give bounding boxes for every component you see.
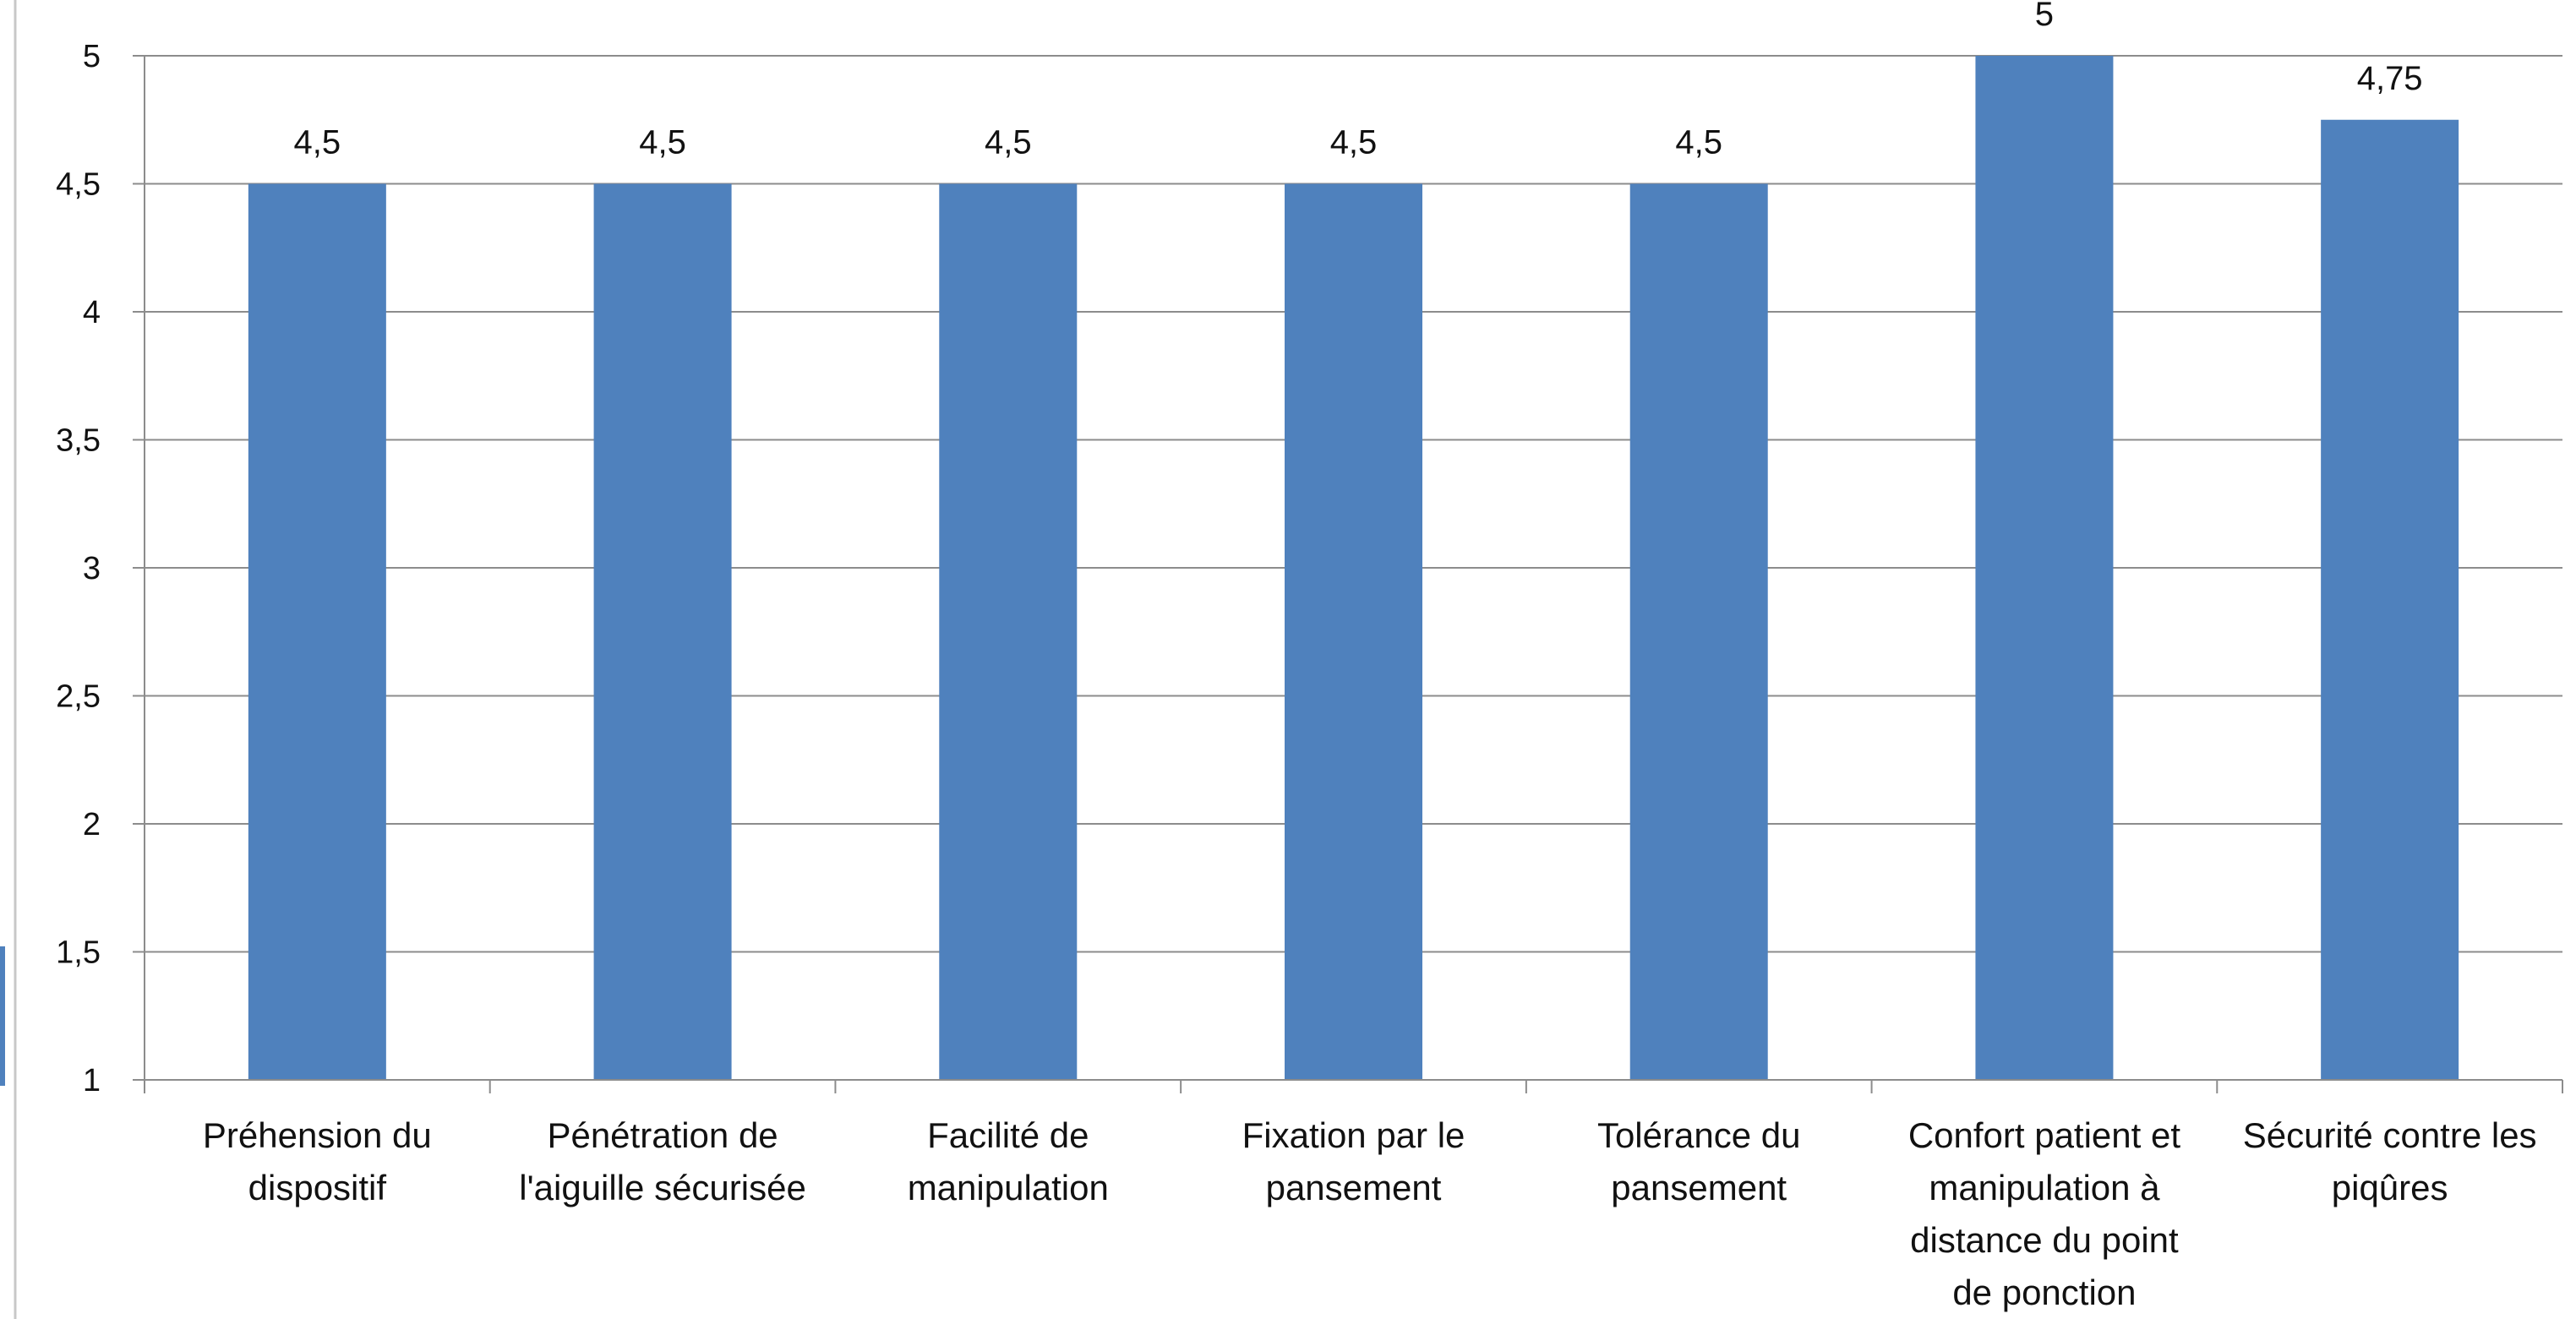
data-labels: 4,5 4,5 4,5 4,5 4,5 5 4,75: [294, 0, 2423, 161]
category-label-line: dispositif: [248, 1168, 387, 1207]
bar: [939, 183, 1078, 1080]
bar: [1629, 183, 1768, 1080]
y-tick-label: 4,5: [56, 167, 101, 203]
data-label: 4,5: [1675, 124, 1722, 161]
bar: [1285, 183, 1422, 1080]
axes: [133, 55, 2563, 1093]
category-label-line: Sécurité contre les: [2243, 1115, 2537, 1155]
category-label-line: Tolérance du: [1597, 1115, 1801, 1155]
category-label: Confort patient et manipulation à distance…: [1908, 1115, 2181, 1312]
bar: [2321, 119, 2459, 1080]
category-label: Fixation par le pansement: [1242, 1115, 1465, 1207]
y-tick-label: 2: [83, 807, 101, 842]
category-label-line: pansement: [1266, 1168, 1442, 1207]
y-tick-label: 5: [83, 39, 101, 74]
y-tick-label: 3: [83, 551, 101, 586]
category-label: Sécurité contre les piqûres: [2243, 1115, 2537, 1207]
y-tick-label: 2,5: [56, 679, 101, 715]
data-label: 4,5: [639, 124, 686, 161]
category-labels: Préhension du dispositif Pénétration de l'a…: [203, 1115, 2537, 1312]
category-label-line: distance du point: [1910, 1220, 2179, 1260]
category-label-line: Fixation par le: [1242, 1115, 1465, 1155]
y-tick-label: 4: [83, 295, 101, 330]
data-label: 4,5: [294, 124, 341, 161]
data-label: 4,5: [1330, 124, 1378, 161]
y-tick-label: 1,5: [56, 935, 101, 971]
data-label: 4,75: [2357, 60, 2423, 97]
category-label-line: l'aiguille sécurisée: [519, 1168, 806, 1207]
data-label: 4,5: [985, 124, 1032, 161]
bar: [593, 183, 732, 1080]
category-label-line: piqûres: [2332, 1168, 2448, 1207]
category-label-line: de ponction: [1952, 1273, 2136, 1312]
category-label-line: pansement: [1611, 1168, 1787, 1207]
category-label-line: Confort patient et: [1908, 1115, 2181, 1155]
y-tick-label: 3,5: [56, 423, 101, 459]
category-label-line: Pénétration de: [547, 1115, 778, 1155]
category-label-line: manipulation à: [1929, 1168, 2160, 1207]
bar: [248, 183, 386, 1080]
category-label-line: manipulation: [908, 1168, 1109, 1207]
bar-series: [248, 56, 2459, 1080]
category-label: Facilité de manipulation: [908, 1115, 1109, 1207]
category-label: Préhension du dispositif: [203, 1115, 432, 1207]
category-label-line: Préhension du: [203, 1115, 432, 1155]
category-label: Tolérance du pansement: [1597, 1115, 1801, 1207]
y-tick-label: 1: [83, 1063, 101, 1098]
category-label: Pénétration de l'aiguille sécurisée: [519, 1115, 806, 1207]
y-axis-tick-labels: 1 1,5 2 2,5 3 3,5 4 4,5 5: [56, 39, 101, 1098]
category-label-line: Facilité de: [927, 1115, 1089, 1155]
data-label: 5: [2035, 0, 2054, 33]
bar: [1975, 56, 2114, 1080]
